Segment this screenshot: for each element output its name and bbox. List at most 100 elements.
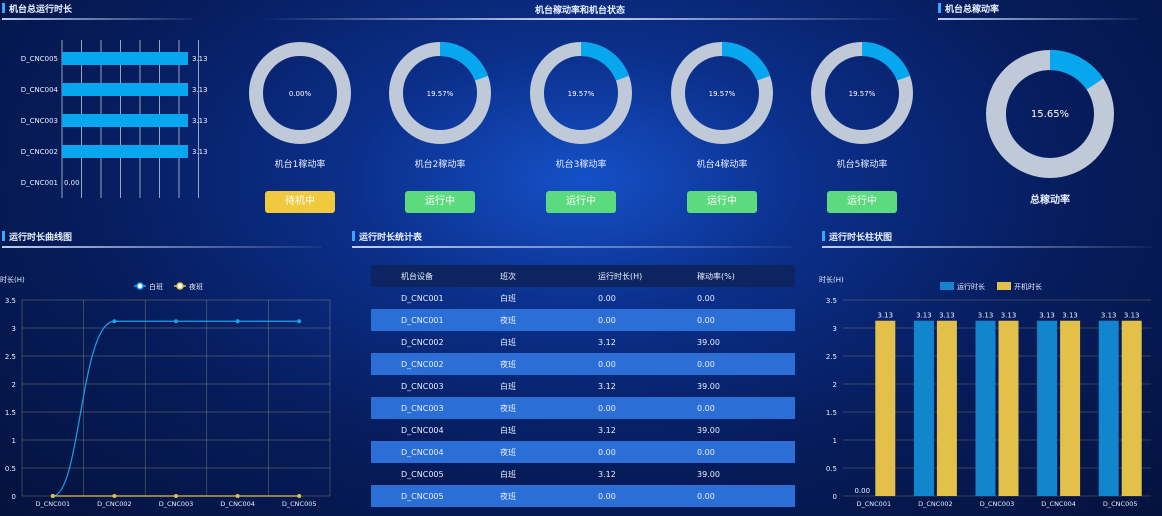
panel-title-util-status: 机台稼动率和机台状态	[535, 6, 626, 16]
bar	[975, 320, 996, 496]
runtime-stats-table: 机台设备 班次 运行时长(H) 稼动率(%) D_CNC001 白班 0.00 0.0…	[371, 265, 795, 507]
machine-status-button[interactable]: 运行中	[405, 191, 475, 213]
y-tick-label: 2.5	[826, 353, 837, 361]
machine-util-label: 机台4稼动率	[696, 160, 748, 170]
machine-donut: 19.57%	[671, 42, 773, 144]
legend-label: 白班	[149, 282, 163, 291]
data-label: 0.00	[855, 487, 871, 495]
data-point	[174, 319, 178, 324]
bar	[875, 320, 896, 496]
y-tick-label: 3	[12, 325, 16, 333]
y-tick-label: 0.5	[5, 465, 16, 473]
y-tick-label: D_CNC004	[21, 86, 59, 94]
data-label: 3.13	[939, 312, 955, 320]
y-tick-label: 3.5	[826, 297, 837, 305]
donut-center-label: 19.57%	[427, 90, 454, 98]
bar	[62, 145, 188, 158]
data-label: 3.13	[192, 148, 208, 156]
data-label: 3.13	[192, 117, 208, 125]
panel-title-text: 运行时长统计表	[359, 233, 423, 243]
donut-center-label: 0.00%	[289, 90, 312, 98]
cell-util: 0.00	[697, 441, 795, 463]
y-axis-label: 时长(H)	[0, 275, 25, 284]
machine-status-button[interactable]: 待机中	[265, 191, 335, 213]
bar	[913, 320, 934, 496]
machine-status-button[interactable]: 运行中	[687, 191, 757, 213]
data-point	[235, 494, 240, 498]
legend-swatch	[940, 282, 954, 290]
y-tick-label: 0	[833, 493, 837, 501]
data-label: 3.13	[1101, 312, 1117, 320]
y-tick-label: D_CNC005	[21, 55, 58, 63]
donut-value-arc	[439, 42, 489, 81]
donut-value-arc	[580, 42, 630, 81]
data-point	[235, 319, 240, 324]
table-header-runtime: 运行时长(H)	[598, 265, 697, 287]
x-tick-label: D_CNC004	[220, 500, 255, 508]
panel-title-runtime-bar: 运行时长柱状图	[822, 230, 892, 243]
machine-util-label: 机台3稼动率	[555, 160, 607, 170]
panel-title-total-runtime: 机台总运行时长	[2, 2, 72, 15]
title-underline	[2, 18, 192, 20]
title-underline	[938, 18, 1138, 20]
machine-donut: 19.57%	[811, 42, 913, 144]
y-tick-label: 2	[833, 381, 837, 389]
donut-value-arc	[721, 42, 771, 81]
y-tick-label: 2	[12, 381, 16, 389]
table-row: D_CNC005 夜班 0.00 0.00	[371, 485, 795, 507]
title-underline	[352, 246, 792, 248]
donut-center-label: 15.65%	[1031, 109, 1069, 120]
runtime-line-chart: 时长(H) 0 0.5 1 1.5 2 2.5 3 3.5 D_CNC001 D_CNC002 D_C…	[0, 275, 331, 508]
data-label: 3.13	[192, 55, 208, 63]
machine-donut: 19.57%	[530, 42, 632, 144]
table-row: D_CNC003 白班 3.12 39.00	[371, 375, 795, 397]
y-tick-label: 0	[12, 493, 16, 501]
cell-runtime: 3.12	[598, 337, 616, 347]
y-tick-label: 1	[12, 437, 16, 445]
data-label: 3.13	[1039, 312, 1055, 320]
cell-machine: D_CNC003	[371, 397, 500, 419]
cell-shift: 白班	[500, 337, 516, 347]
table-row: D_CNC005 白班 3.12 39.00	[371, 463, 795, 485]
total-runtime-bar-chart: D_CNC005 3.13 D_CNC004 3.13 D_CNC003 3.13 D_CN…	[21, 40, 208, 198]
cell-shift: 夜班	[500, 485, 598, 507]
machine-util-label: 机台1稼动率	[274, 160, 326, 170]
y-axis-label: 时长(H)	[819, 275, 844, 284]
table-header-row: 机台设备 班次 运行时长(H) 稼动率(%)	[371, 265, 795, 287]
panel-title-text: 机台总运行时长	[9, 5, 73, 15]
cell-util: 0.00	[697, 485, 795, 507]
table-row: D_CNC002 夜班 0.00 0.00	[371, 353, 795, 375]
series-line	[52, 320, 300, 497]
donut-center-label: 19.57%	[849, 90, 876, 98]
machine-status-button[interactable]: 运行中	[827, 191, 897, 213]
x-tick-label: D_CNC001	[856, 500, 891, 508]
cell-runtime: 0.00	[598, 293, 616, 303]
cell-runtime: 0.00	[598, 353, 697, 375]
y-tick-label: D_CNC002	[21, 148, 58, 156]
cell-util: 0.00	[697, 309, 795, 331]
cell-shift: 白班	[500, 381, 516, 391]
cell-shift: 夜班	[500, 397, 598, 419]
data-point	[297, 494, 302, 498]
cell-machine: D_CNC003	[401, 381, 444, 391]
table-row: D_CNC001 白班 0.00 0.00	[371, 287, 795, 309]
panel-title-total-util: 机台总稼动率	[938, 2, 999, 15]
x-tick-label: D_CNC005	[1103, 500, 1138, 508]
cell-machine: D_CNC005	[401, 469, 444, 479]
y-tick-label: 1	[833, 437, 837, 445]
cell-util: 39.00	[697, 337, 720, 347]
cell-util: 0.00	[697, 293, 715, 303]
data-label: 3.13	[1062, 312, 1078, 320]
donut-center-label: 19.57%	[568, 90, 595, 98]
machine-status-button[interactable]: 运行中	[546, 191, 616, 213]
cell-machine: D_CNC001	[401, 293, 444, 303]
total-util-label: 总稼动率	[1030, 195, 1070, 206]
cell-util: 0.00	[697, 353, 795, 375]
data-label: 3.13	[978, 312, 994, 320]
donut-center-label: 19.57%	[709, 90, 736, 98]
machine-util-label: 机台2稼动率	[414, 160, 466, 170]
bar	[1037, 320, 1058, 496]
legend-swatch	[997, 282, 1011, 290]
bar	[62, 52, 188, 65]
cell-shift: 夜班	[500, 309, 598, 331]
